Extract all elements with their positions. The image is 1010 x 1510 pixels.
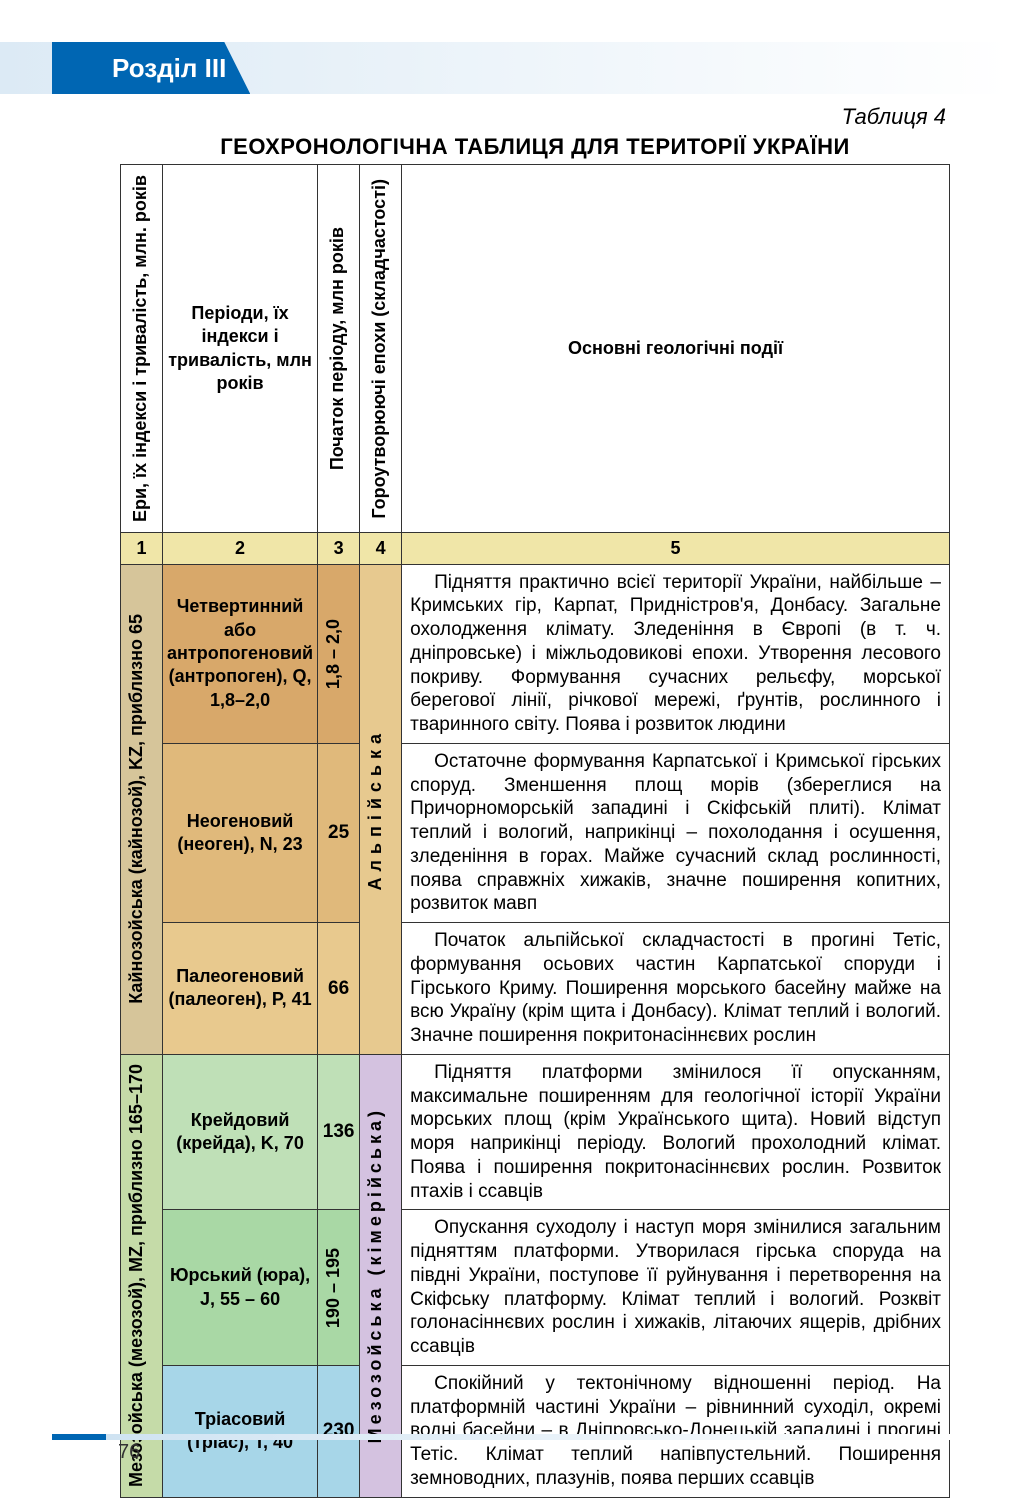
col-num-3: 3 [318,533,360,565]
start-triassic: 230 [318,1365,360,1497]
geochronology-table: Ери, їх індекси і тривалість, млн. років… [120,164,950,1498]
col-num-1: 1 [121,533,163,565]
desc-jurassic: Опускання суходолу і наступ моря змінили… [402,1210,950,1366]
col-header-events: Основні геологічні події [402,165,950,533]
column-number-row: 1 2 3 4 5 [121,533,950,565]
table-title: ГЕОХРОНОЛОГІЧНА ТАБЛИЦЯ ДЛЯ ТЕРИТОРІЇ УК… [120,134,950,160]
page: Розділ III Таблиця 4 ГЕОХРОНОЛОГІЧНА ТАБ… [0,42,1010,1510]
col-header-era: Ери, їх індекси і тривалість, млн. років [125,169,156,528]
epoch-alpine: Альпійська [360,722,391,897]
start-paleogene: 66 [318,923,360,1055]
desc-triassic: Спокійний у тектонічному відношенні пері… [402,1365,950,1497]
period-neogene: Неогеновий (неоген), N, 23 [163,743,318,922]
col-header-start: Початок періоду, млн років [322,221,353,476]
table-row: Палеогеновий (палеоген), P, 41 66 Почато… [121,923,950,1055]
epoch-mesozoic: Мезозойська (кімерійська) [360,1101,391,1449]
col-num-4: 4 [360,533,402,565]
table-row: Кайнозойська (кайнозой), KZ, приблизно 6… [121,564,950,743]
start-jurassic: 190 – 195 [318,1242,349,1334]
period-triassic: Тріасовий (тріас), T, 40 [163,1365,318,1497]
col-num-5: 5 [402,533,950,565]
section-header: Розділ III [52,42,250,94]
header-bar: Розділ III [0,42,1010,94]
table-row: Мезозойська (мезозой), MZ, приблизно 165… [121,1054,950,1210]
col-header-period: Періоди, їх індекси і тривалість, млн ро… [167,302,313,396]
desc-paleogene: Початок альпійської складчастості в прог… [402,923,950,1055]
era-mz: Мезозойська (мезозой), MZ, приблизно 165… [121,1058,152,1493]
start-neogene: 25 [318,743,360,922]
period-paleogene: Палеогеновий (палеоген), P, 41 [163,923,318,1055]
header-row: Ери, їх індекси і тривалість, млн. років… [121,165,950,533]
era-kz: Кайнозойська (кайнозой), KZ, приблизно 6… [121,608,152,1010]
col-header-epoch: Гороутворюючі епохи (складчастості) [364,173,395,525]
start-quaternary: 1,8 – 2,0 [318,613,349,695]
desc-neogene: Остаточне формування Карпатської і Кримс… [402,743,950,922]
table-row: Юрський (юра), J, 55 – 60 190 – 195 Опус… [121,1210,950,1366]
period-quaternary: Четвертинний або антропогеновий (антропо… [163,564,318,743]
table-row: Неогеновий (неоген), N, 23 25 Остаточне … [121,743,950,922]
period-jurassic: Юрський (юра), J, 55 – 60 [163,1210,318,1366]
start-cretaceous: 136 [318,1054,360,1210]
table-label: Таблиця 4 [120,104,950,130]
period-cretaceous: Крейдовий (крейда), K, 70 [163,1054,318,1210]
col-num-2: 2 [163,533,318,565]
desc-cretaceous: Підняття платформи змінилося її опусканн… [402,1054,950,1210]
table-row: Тріасовий (тріас), T, 40 230 Спокійний у… [121,1365,950,1497]
footer-strip [52,1434,950,1440]
desc-quaternary: Підняття практично всієї території Украї… [402,564,950,743]
content-area: Таблиця 4 ГЕОХРОНОЛОГІЧНА ТАБЛИЦЯ ДЛЯ ТЕ… [0,94,1010,1498]
page-number: 76 [118,1441,140,1464]
